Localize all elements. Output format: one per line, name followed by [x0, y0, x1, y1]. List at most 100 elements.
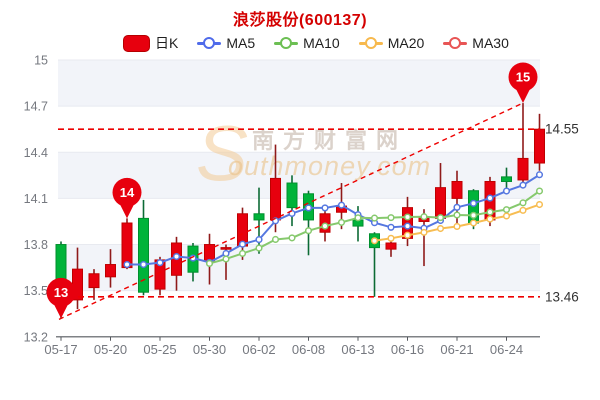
ma-marker: [123, 260, 131, 269]
pin-tail: [119, 202, 135, 219]
candlestick-swatch-icon: [123, 34, 150, 52]
ma-marker: [420, 213, 428, 221]
y-tick-label: 14.4: [24, 146, 48, 160]
ma-marker: [436, 224, 445, 233]
ma-marker: [370, 214, 379, 222]
y-axis: 15 14.7 14.4 14.1 13.8 13.5 13.2: [24, 54, 48, 345]
ma-marker: [321, 204, 329, 212]
ma-marker: [403, 213, 412, 221]
legend-item-ma20[interactable]: MA20: [358, 35, 425, 51]
ma-marker: [238, 249, 247, 258]
ma-marker: [337, 201, 346, 209]
pin-tail: [515, 87, 531, 104]
candle-06-27[interactable]: [517, 103, 529, 188]
ma-marker: [486, 215, 494, 223]
ma-marker: [139, 260, 148, 269]
ma-marker: [453, 211, 461, 219]
legend-label: MA10: [303, 35, 340, 51]
ma-marker: [304, 204, 313, 212]
x-tick-label: 06-16: [391, 342, 424, 357]
x-tick-label: 05-30: [193, 342, 226, 357]
chart-legend: 日K MA5 MA10 MA20 MA30: [123, 33, 509, 53]
x-tick-label: 05-17: [44, 342, 77, 357]
ma-marker: [535, 187, 544, 195]
ma-marker: [255, 244, 263, 252]
candle-05-24[interactable]: [138, 199, 149, 296]
ma-marker: [403, 222, 412, 230]
candle-06-28[interactable]: [534, 113, 545, 171]
x-tick-label: 05-20: [94, 342, 127, 357]
y-tick-label: 13.2: [24, 330, 48, 344]
legend-label: 日K: [155, 35, 179, 51]
ma10-line-marker-icon: [274, 37, 299, 49]
ma20-line-marker-icon: [358, 37, 383, 49]
ma-marker: [337, 218, 346, 226]
candle-body: [534, 128, 545, 164]
ma-marker: [486, 208, 494, 216]
candle-body: [253, 213, 265, 221]
ma-marker: [519, 199, 527, 207]
annotations: 14.55 13.46: [58, 102, 579, 320]
candle-06-21[interactable]: [451, 170, 463, 230]
pin-bulb: [112, 177, 142, 207]
watermark-en-text: outhmoney.com: [228, 151, 431, 181]
trend-line: [58, 102, 524, 320]
ma-marker: [469, 199, 478, 207]
ma-marker: [387, 223, 395, 231]
legend-label: MA30: [472, 35, 509, 51]
x-tick-label: 06-21: [440, 342, 473, 357]
ma-marker: [222, 249, 230, 258]
ma-marker: [354, 214, 362, 222]
ma-marker: [321, 222, 329, 230]
pin-label: 14: [120, 185, 135, 200]
candle-body: [220, 247, 232, 250]
ma-marker: [519, 206, 527, 214]
ma-marker: [502, 212, 511, 220]
ma-marker: [453, 203, 461, 211]
legend-item-ma10[interactable]: MA10: [274, 35, 340, 51]
pin-bulb: [508, 62, 538, 92]
ma-marker: [535, 201, 544, 209]
ma-marker: [271, 235, 280, 244]
x-tick-label: 06-24: [490, 342, 523, 357]
ma-marker: [238, 240, 247, 248]
ma-marker: [222, 255, 230, 263]
ma-marker: [370, 237, 379, 245]
ma-marker: [387, 214, 395, 222]
ma-marker: [255, 236, 263, 244]
price-pin-15: 15: [508, 62, 538, 104]
ma-marker: [403, 231, 412, 239]
x-axis: 05-17 05-20 05-25 05-30 06-02 06-08 06-13 06-16…: [44, 336, 540, 357]
ma-marker: [304, 227, 313, 235]
legend-item-ma30[interactable]: MA30: [443, 35, 509, 51]
ma5-line-marker-icon: [197, 37, 222, 49]
ma30-line-marker-icon: [443, 37, 468, 49]
y-tick-label: 15: [34, 54, 48, 68]
legend-label: MA20: [387, 35, 425, 51]
ma20-line: [370, 201, 544, 245]
ma-marker: [502, 206, 511, 214]
watermark-swoosh: S: [196, 109, 248, 197]
pin-bulb: [46, 277, 76, 307]
candle-body: [88, 273, 100, 289]
legend-label: MA5: [226, 35, 256, 51]
ma-marker: [420, 228, 428, 236]
y-tick-label: 13.8: [24, 238, 48, 252]
candle-05-19[interactable]: [88, 269, 100, 300]
candle-body: [451, 180, 463, 199]
band-row: [58, 60, 540, 107]
candle-body: [270, 177, 281, 221]
candle-05-20[interactable]: [105, 249, 116, 288]
legend-item-ma5[interactable]: MA5: [197, 35, 255, 51]
candle-06-07[interactable]: [286, 175, 298, 227]
price-line-label: 14.55: [545, 122, 579, 137]
pin-label: 15: [516, 70, 530, 85]
candle-06-24[interactable]: [501, 167, 512, 191]
watermark-cn-text: 南方财富网: [252, 128, 407, 153]
legend-item-day-k[interactable]: 日K: [123, 33, 178, 53]
ma-marker: [486, 194, 494, 202]
candle-body: [105, 264, 116, 278]
ma-marker: [453, 222, 461, 231]
